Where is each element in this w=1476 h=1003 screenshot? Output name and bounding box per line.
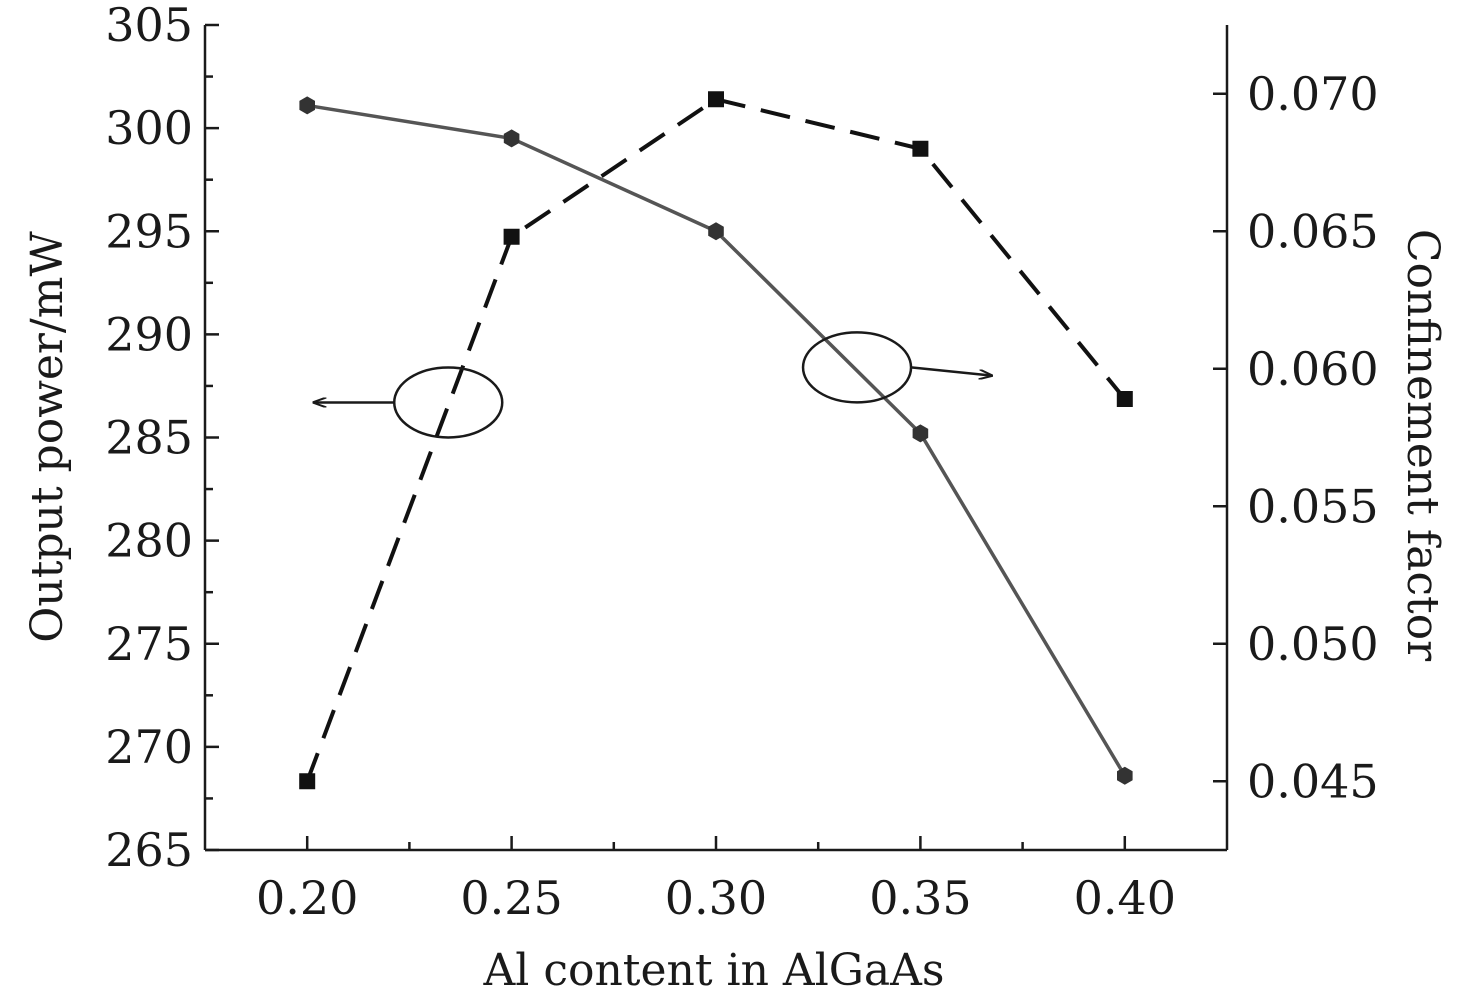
- data-point-hexagon: [708, 222, 724, 241]
- y2-tick-label: 0.055: [1247, 479, 1379, 533]
- y2-tick-label: 0.045: [1247, 754, 1379, 808]
- y2-tick-label: 0.070: [1247, 67, 1379, 121]
- y-tick-label: 295: [105, 204, 193, 258]
- y2-tick-label: 0.050: [1247, 617, 1379, 671]
- x-tick-label: 0.25: [460, 871, 562, 925]
- y-tick-label: 265: [105, 823, 193, 877]
- ticks: 265 270 275 280 285 290 295 300 305 0.045 0.050 0.0…: [105, 0, 1379, 925]
- annotation-layer: [313, 331, 992, 439]
- series-layer: [299, 91, 1133, 790]
- data-point-square: [708, 91, 724, 108]
- x-axis-title: Al content in AlGaAs: [482, 945, 944, 996]
- y-tick-label: 300: [105, 101, 193, 155]
- x-tick-label: 0.40: [1074, 871, 1176, 925]
- data-point-square: [503, 228, 520, 245]
- x-tick-label: 0.20: [256, 871, 358, 925]
- y-axis-title: Output power/mW: [22, 231, 73, 643]
- left-axis-ellipse: [392, 366, 504, 439]
- data-point-hexagon: [1117, 766, 1133, 785]
- y-tick-label: 285: [105, 411, 193, 465]
- y-tick-label: 275: [105, 617, 193, 671]
- y2-tick-label: 0.060: [1247, 342, 1379, 396]
- y-tick-label: 280: [105, 514, 193, 568]
- data-point-hexagon: [299, 96, 315, 115]
- y2-tick-label: 0.065: [1247, 204, 1379, 258]
- y-tick-label: 290: [105, 307, 193, 361]
- series-line-1: [306, 103, 1127, 777]
- data-point-square: [912, 140, 929, 157]
- data-point-square: [299, 773, 316, 790]
- series-line-2: [305, 97, 1127, 782]
- x-tick-label: 0.35: [869, 871, 971, 925]
- y2-axis-title: Confinement factor: [1397, 229, 1448, 662]
- data-point-hexagon: [503, 129, 520, 148]
- y-tick-label: 270: [105, 720, 193, 774]
- data-point-square: [1116, 391, 1133, 407]
- data-point-hexagon: [912, 424, 929, 443]
- right-axis-arrow: [910, 366, 992, 375]
- axes: [203, 25, 1229, 852]
- y-tick-label: 305: [105, 0, 193, 52]
- right-axis-ellipse: [801, 331, 913, 404]
- x-tick-label: 0.30: [665, 871, 767, 925]
